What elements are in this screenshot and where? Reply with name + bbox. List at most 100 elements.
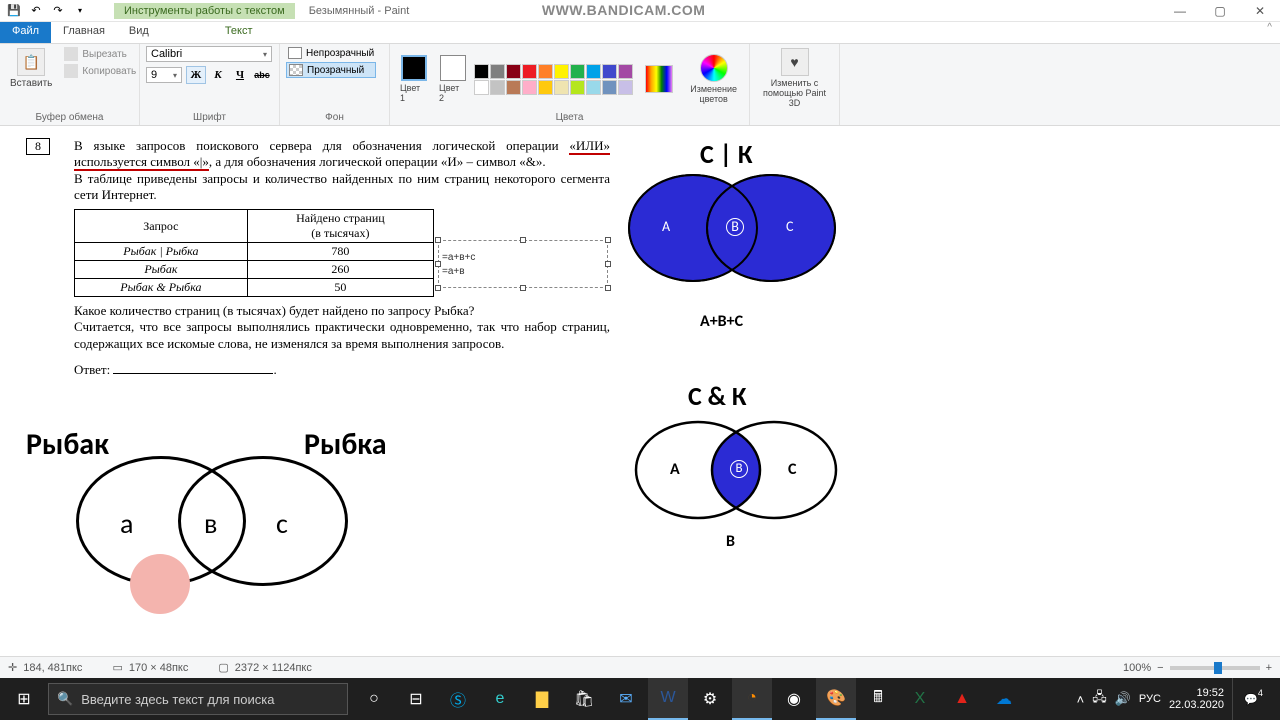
- paste-button[interactable]: 📋 Вставить: [6, 46, 56, 91]
- copy-icon: [64, 64, 78, 78]
- group-font-label: Шрифт: [146, 112, 273, 125]
- notifications-button[interactable]: 💬4: [1232, 678, 1274, 720]
- network-icon[interactable]: 🖧: [1092, 688, 1107, 710]
- canvas-area[interactable]: 8 В языке запросов поискового сервера дл…: [0, 126, 1280, 678]
- cursor-position: ✛184, 481пкс: [8, 661, 82, 674]
- color-palette[interactable]: [474, 64, 633, 95]
- tab-text[interactable]: Текст: [213, 22, 265, 43]
- save-icon[interactable]: 💾: [4, 2, 24, 20]
- onedrive-icon[interactable]: ☁: [984, 678, 1024, 720]
- excel-icon[interactable]: X: [900, 678, 940, 720]
- color-swatch[interactable]: [570, 80, 585, 95]
- store-icon[interactable]: 🛍: [564, 678, 604, 720]
- bold-button[interactable]: Ж: [186, 66, 206, 84]
- bandicam-icon[interactable]: ◔: [732, 678, 772, 720]
- color-swatch[interactable]: [570, 64, 585, 79]
- tab-view[interactable]: Вид: [117, 22, 161, 43]
- minimize-button[interactable]: —: [1160, 0, 1200, 22]
- rainbow-button[interactable]: [637, 63, 680, 95]
- tray-up-icon[interactable]: ˄: [1077, 692, 1085, 707]
- color-swatch[interactable]: [538, 64, 553, 79]
- acrobat-icon[interactable]: ▲: [942, 678, 982, 720]
- start-button[interactable]: ⊞: [0, 678, 48, 720]
- color-swatch[interactable]: [586, 64, 601, 79]
- maximize-button[interactable]: ▢: [1200, 0, 1240, 22]
- color2-button[interactable]: Цвет 2: [435, 53, 470, 105]
- copy-button[interactable]: Копировать: [60, 63, 140, 79]
- explorer-icon[interactable]: ▇: [522, 678, 562, 720]
- color-swatch[interactable]: [618, 64, 633, 79]
- strike-button[interactable]: abc: [252, 66, 272, 84]
- taskbar-search[interactable]: 🔍 Введите здесь текст для поиска: [48, 683, 348, 715]
- tab-file[interactable]: Файл: [0, 22, 51, 43]
- color-swatch[interactable]: [522, 80, 537, 95]
- cortana-icon[interactable]: ○: [354, 678, 394, 720]
- search-placeholder: Введите здесь текст для поиска: [81, 692, 274, 707]
- selection-icon: ▭: [112, 661, 122, 674]
- venn-diagram-and: A B C: [634, 420, 854, 530]
- color-swatch[interactable]: [602, 64, 617, 79]
- group-colors-label: Цвета: [396, 112, 743, 125]
- answer-line: Ответ: .: [74, 362, 610, 378]
- problem-p4: Считается, что все запросы выполнялись п…: [74, 319, 610, 352]
- color-swatch[interactable]: [474, 64, 489, 79]
- word-icon[interactable]: W: [648, 678, 688, 720]
- ribbon-tabs: Файл Главная Вид Текст ^: [0, 22, 1280, 44]
- color-swatch[interactable]: [538, 80, 553, 95]
- paint3d-button[interactable]: ♥Изменить с помощью Paint 3D: [756, 46, 833, 110]
- color-swatch[interactable]: [522, 64, 537, 79]
- tab-home[interactable]: Главная: [51, 22, 117, 43]
- italic-button[interactable]: К: [208, 66, 228, 84]
- color-swatch[interactable]: [618, 80, 633, 95]
- cut-button[interactable]: Вырезать: [60, 46, 140, 62]
- color-swatch[interactable]: [554, 80, 569, 95]
- color1-button[interactable]: Цвет 1: [396, 53, 431, 105]
- title-bar: 💾 ↶ ↷ ▾ Инструменты работы с текстом Без…: [0, 0, 1280, 22]
- mail-icon[interactable]: ✉: [606, 678, 646, 720]
- calc-icon[interactable]: 🖩: [858, 678, 898, 720]
- font-family-combo[interactable]: Calibri▾: [146, 46, 272, 62]
- color-swatch[interactable]: [506, 64, 521, 79]
- chrome-icon[interactable]: ◉: [774, 678, 814, 720]
- paint3d-icon: ♥: [781, 48, 809, 76]
- table-row: Рыбак & Рыбка50: [75, 279, 434, 297]
- status-bar: ✛184, 481пкс ▭170 × 48пкс ▢2372 × 1124пк…: [0, 656, 1280, 678]
- volume-icon[interactable]: 🔊: [1115, 691, 1131, 707]
- edit-colors-button[interactable]: Изменение цветов: [684, 52, 743, 106]
- undo-icon[interactable]: ↶: [26, 2, 46, 20]
- color-swatch[interactable]: [490, 80, 505, 95]
- keyboard-lang[interactable]: РУС: [1139, 693, 1161, 705]
- color-swatch[interactable]: [554, 64, 569, 79]
- crosshair-icon: ✛: [8, 661, 17, 674]
- close-button[interactable]: ✕: [1240, 0, 1280, 22]
- settings-icon[interactable]: ⚙: [690, 678, 730, 720]
- color-swatch[interactable]: [474, 80, 489, 95]
- taskview-icon[interactable]: ⊟: [396, 678, 436, 720]
- collapse-ribbon-icon[interactable]: ^: [1259, 22, 1280, 43]
- redo-icon[interactable]: ↷: [48, 2, 68, 20]
- problem-p2: В таблице приведены запросы и количество…: [74, 171, 610, 204]
- skype-icon[interactable]: Ⓢ: [438, 678, 478, 720]
- selection-size: ▭170 × 48пкс: [112, 661, 188, 674]
- color-swatch[interactable]: [586, 80, 601, 95]
- zoom-control[interactable]: 100% − +: [1123, 662, 1272, 674]
- zoom-out-icon[interactable]: −: [1157, 662, 1163, 674]
- text-selection-box[interactable]: [438, 240, 608, 288]
- color-swatch[interactable]: [602, 80, 617, 95]
- paint-icon[interactable]: 🎨: [816, 678, 856, 720]
- qat-dropdown-icon[interactable]: ▾: [70, 2, 90, 20]
- color-swatch[interactable]: [506, 80, 521, 95]
- clock[interactable]: 19:52 22.03.2020: [1169, 687, 1224, 711]
- problem-p3: Какое количество страниц (в тысячах) буд…: [74, 303, 610, 319]
- zoom-in-icon[interactable]: +: [1266, 662, 1272, 674]
- edge-icon[interactable]: e: [480, 678, 520, 720]
- system-tray: ˄ 🖧 🔊 РУС 19:52 22.03.2020 💬4: [1077, 678, 1280, 720]
- transparent-option[interactable]: Прозрачный: [286, 62, 376, 78]
- opaque-option[interactable]: Непрозрачный: [286, 46, 376, 60]
- quick-access-toolbar: 💾 ↶ ↷ ▾: [0, 2, 94, 20]
- font-size-combo[interactable]: 9▾: [146, 67, 182, 83]
- color-swatch[interactable]: [490, 64, 505, 79]
- zoom-slider[interactable]: [1170, 666, 1260, 670]
- window-title: Безымянный - Paint: [309, 5, 410, 17]
- underline-button[interactable]: Ч: [230, 66, 250, 84]
